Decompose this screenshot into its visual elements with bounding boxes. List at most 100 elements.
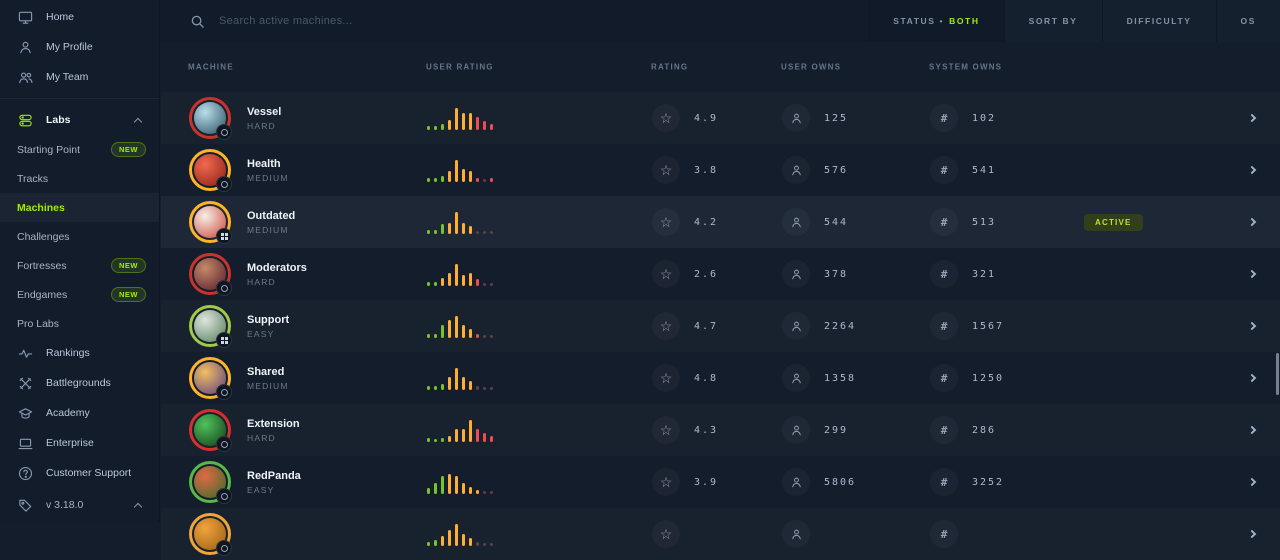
sidebar-item-academy[interactable]: Academy: [0, 398, 159, 428]
sidebar-item-pro-labs[interactable]: Pro Labs: [0, 309, 159, 338]
machine-difficulty: HARD: [247, 121, 281, 131]
rating-bar: [448, 474, 451, 494]
rankings-icon: [18, 346, 33, 361]
sidebar-item-machines[interactable]: Machines: [0, 193, 159, 222]
machine-row[interactable]: Moderators HARD ☆ 2.6 378 # 321: [161, 248, 1280, 300]
search-bar[interactable]: [161, 14, 868, 29]
machine-row[interactable]: RedPanda EASY ☆ 3.9 5806 # 3252: [161, 456, 1280, 508]
monitor-icon: [18, 10, 33, 25]
chevron-right-icon[interactable]: [1248, 270, 1256, 278]
user-owns-cell: 378: [782, 260, 930, 288]
battlegrounds-icon: [18, 376, 33, 391]
rating-bar: [441, 536, 444, 546]
os-icon: [216, 488, 232, 504]
person-icon: [782, 364, 810, 392]
sidebar-item-enterprise[interactable]: Enterprise: [0, 428, 159, 458]
sidebar-item-rankings[interactable]: Rankings: [0, 338, 159, 368]
rating-bar: [427, 386, 430, 390]
rating-bar: [441, 124, 444, 130]
user-icon: [18, 40, 33, 55]
machine-difficulty: MEDIUM: [247, 381, 289, 391]
table-header: MACHINE USER RATING RATING USER OWNS SYS…: [161, 42, 1280, 92]
difficulty-filter-button[interactable]: DIFFICULTY: [1102, 0, 1216, 42]
hash-icon: #: [930, 416, 958, 444]
person-icon: [782, 520, 810, 548]
chevron-right-icon[interactable]: [1248, 114, 1256, 122]
machine-row[interactable]: Shared MEDIUM ☆ 4.8 1358 # 1250: [161, 352, 1280, 404]
sidebar-item-tracks[interactable]: Tracks: [0, 164, 159, 193]
rating-bar: [490, 543, 493, 546]
sort-by-button[interactable]: SORT BY: [1004, 0, 1102, 42]
sidebar-item-label: Endgames: [17, 289, 67, 301]
machine-row[interactable]: Health MEDIUM ☆ 3.8 576 # 541: [161, 144, 1280, 196]
machine-row[interactable]: ☆ #: [161, 508, 1280, 560]
column-machine: MACHINE: [188, 63, 234, 72]
chevron-right-icon[interactable]: [1248, 426, 1256, 434]
chevron-right-icon[interactable]: [1248, 374, 1256, 382]
rating-value: 3.8: [694, 165, 718, 176]
sidebar-item-challenges[interactable]: Challenges: [0, 222, 159, 251]
labs-icon: [18, 113, 33, 128]
status-filter-button[interactable]: STATUS • BOTH: [868, 0, 1003, 42]
rating-bar: [434, 126, 437, 130]
hash-icon: #: [930, 208, 958, 236]
machine-name: Vessel: [247, 106, 281, 118]
sidebar-item-customer-support[interactable]: Customer Support: [0, 458, 159, 488]
sidebar-item-my-team[interactable]: My Team: [0, 62, 159, 92]
system-owns-value: 1250: [972, 373, 1004, 384]
user-rating-cell: [427, 210, 652, 234]
star-icon: ☆: [652, 312, 680, 340]
rating-bar: [441, 325, 444, 338]
user-owns-cell: 1358: [782, 364, 930, 392]
sidebar-item-label: Home: [46, 11, 74, 23]
os-icon: [216, 436, 232, 452]
column-rating: RATING: [651, 63, 688, 72]
os-filter-button[interactable]: OS: [1216, 0, 1280, 42]
user-owns-value: 125: [824, 113, 848, 124]
rating-bar: [455, 108, 458, 130]
machine-row[interactable]: Outdated MEDIUM ☆ 4.2 544 # 513 ACTIVE: [161, 196, 1280, 248]
machine-row[interactable]: Support EASY ☆ 4.7 2264 # 1567: [161, 300, 1280, 352]
sidebar-item-label: Machines: [17, 202, 65, 214]
user-owns-cell: [782, 520, 930, 548]
chevron-right-icon[interactable]: [1248, 218, 1256, 226]
sidebar-item-battlegrounds[interactable]: Battlegrounds: [0, 368, 159, 398]
sidebar-item-labs[interactable]: Labs: [0, 105, 159, 135]
scrollbar[interactable]: [1276, 353, 1279, 395]
hash-icon: #: [930, 364, 958, 392]
search-input[interactable]: [219, 15, 519, 27]
chevron-right-icon[interactable]: [1248, 322, 1256, 330]
machine-row[interactable]: Extension HARD ☆ 4.3 299 # 286: [161, 404, 1280, 456]
windows-os-icon: [216, 228, 232, 244]
rating-bar: [490, 387, 493, 390]
person-icon: [782, 260, 810, 288]
version-selector[interactable]: v 3.18.0: [0, 488, 159, 522]
rating-bar: [455, 429, 458, 442]
rating-bar: [469, 487, 472, 494]
chevron-right-icon[interactable]: [1248, 166, 1256, 174]
chevron-right-icon[interactable]: [1248, 478, 1256, 486]
tag-icon: [18, 498, 33, 513]
chevron-up-icon: [134, 117, 142, 125]
rating-cell: ☆ 2.6: [652, 260, 782, 288]
machine-avatar: [189, 305, 231, 347]
hash-icon: #: [930, 312, 958, 340]
users-icon: [18, 70, 33, 85]
rating-value: 4.9: [694, 113, 718, 124]
user-rating-cell: [427, 158, 652, 182]
sidebar-item-my-profile[interactable]: My Profile: [0, 32, 159, 62]
rating-bar: [462, 534, 465, 546]
rating-bar: [427, 542, 430, 546]
status-filter-value: BOTH: [949, 16, 979, 26]
user-rating-cell: [427, 522, 652, 546]
chevron-right-icon[interactable]: [1248, 530, 1256, 538]
user-owns-cell: 2264: [782, 312, 930, 340]
rating-bar: [490, 178, 493, 182]
sidebar-item-home[interactable]: Home: [0, 2, 159, 32]
machine-row[interactable]: Vessel HARD ☆ 4.9 125 # 102: [161, 92, 1280, 144]
rating-bar: [427, 126, 430, 130]
machine-cell: RedPanda EASY: [189, 461, 427, 503]
